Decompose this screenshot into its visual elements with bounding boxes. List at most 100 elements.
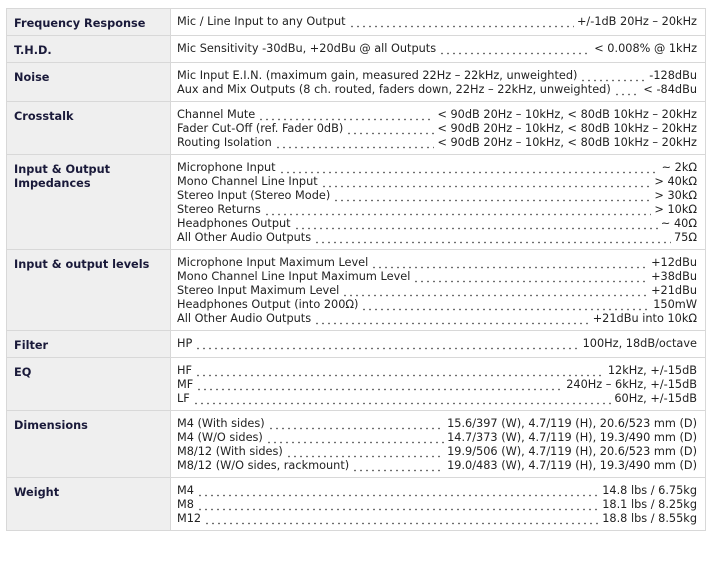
leader [192,392,612,406]
spec-value: 19.9/506 (W), 4.7/119 (H), 20.6/523 mm (… [447,445,697,458]
spec-line: Headphones Output (into 200Ω) 150mW [177,298,697,312]
spec-name: Headphones Output (into 200Ω) [177,298,359,311]
spec-values: M4 (With sides) 15.6/397 (W), 4.7/119 (H)… [170,410,706,478]
spec-value: ~ 40Ω [660,217,697,230]
spec-label: Frequency Response [6,8,171,36]
spec-name: LF [177,392,190,405]
spec-name: M8 [177,498,194,511]
spec-value: 150mW [653,298,697,311]
spec-name: Mono Channel Line Input [177,175,318,188]
spec-line: M8/12 (W/O sides, rackmount) 19.0/483 (W)… [177,459,697,473]
spec-value: 75Ω [673,231,697,244]
spec-line: All Other Audio Outputs 75Ω [177,231,697,245]
spec-value: > 10kΩ [654,203,697,216]
spec-name: M4 (W/O sides) [177,431,263,444]
spec-name: Aux and Mix Outputs (8 ch. routed, fader… [177,83,611,96]
spec-label: EQ [6,357,171,411]
spec-line: M8 18.1 lbs / 8.25kg [177,498,697,512]
spec-row: Filter HP 100Hz, 18dB/octave [6,330,706,358]
spec-value: 100Hz, 18dB/octave [582,337,697,350]
leader [580,69,647,83]
spec-line: All Other Audio Outputs +21dBu into 10kΩ [177,312,697,326]
spec-value: < 90dB 20Hz – 10kHz, < 80dB 10kHz – 20kH… [437,122,697,135]
spec-body: Frequency Response Mic / Line Input to an… [6,8,706,531]
spec-row: Input & output levels Microphone Input Ma… [6,249,706,331]
spec-line: M4 (W/O sides) 14.7/373 (W), 4.7/119 (H),… [177,431,697,445]
spec-name: Stereo Input Maximum Level [177,284,340,297]
spec-line: Stereo Returns > 10kΩ [177,203,697,217]
leader [413,270,649,284]
leader [204,512,600,526]
leader [348,15,574,29]
spec-row: EQ HF 12kHz, +/-15dB MF 240Hz – 6kHz, +/-15d… [6,357,706,411]
spec-line: Fader Cut-Off (ref. Fader 0dB) < 90dB 20H… [177,122,697,136]
leader [346,122,435,136]
spec-value: > 40kΩ [654,175,697,188]
spec-name: Stereo Input (Stereo Mode) [177,189,331,202]
spec-value: 12kHz, +/-15dB [607,364,697,377]
leader [196,378,564,392]
spec-label: Weight [6,477,171,531]
spec-value: +21dBu [651,284,697,297]
leader [278,161,659,175]
spec-line: Stereo Input Maximum Level +21dBu [177,284,697,298]
leader [196,498,600,512]
spec-name: Mono Channel Line Input Maximum Level [177,270,411,283]
spec-line: M4 (With sides) 15.6/397 (W), 4.7/119 (H)… [177,417,697,431]
spec-values: Microphone Input ~ 2kΩ Mono Channel Line I… [170,154,706,250]
spec-name: M4 [177,484,194,497]
spec-name: HP [177,337,193,350]
leader [361,298,651,312]
spec-values: Mic / Line Input to any Output +/-1dB 20H… [170,8,706,36]
spec-line: Headphones Output ~ 40Ω [177,217,697,231]
spec-line: Aux and Mix Outputs (8 ch. routed, fader… [177,83,697,97]
spec-value: 60Hz, +/-15dB [614,392,697,405]
spec-values: M4 14.8 lbs / 6.75kg M8 18.1 lbs / 8.25kg M1… [170,477,706,531]
spec-value: 14.8 lbs / 6.75kg [602,484,697,497]
spec-name: M4 (With sides) [177,417,265,430]
leader [293,217,658,231]
spec-value: < 90dB 20Hz – 10kHz, < 80dB 10kHz – 20kH… [437,108,697,121]
leader [274,136,435,150]
leader [195,364,605,378]
spec-value: +21dBu into 10kΩ [592,312,697,325]
leader [263,203,652,217]
spec-label: Noise [6,62,171,102]
spec-line: Routing Isolation < 90dB 20Hz – 10kHz, < … [177,136,697,150]
spec-line: Mono Channel Line Input Maximum Level +38… [177,270,697,284]
spec-name: All Other Audio Outputs [177,312,312,325]
spec-value: +38dBu [651,270,697,283]
leader [342,284,649,298]
spec-name: M8/12 (With sides) [177,445,283,458]
spec-line: Channel Mute < 90dB 20Hz – 10kHz, < 80dB … [177,108,697,122]
leader [265,431,445,445]
spec-value: -128dBu [649,69,697,82]
spec-line: HP 100Hz, 18dB/octave [177,337,697,351]
spec-values: HP 100Hz, 18dB/octave [170,330,706,358]
spec-name: Routing Isolation [177,136,272,149]
spec-row: T.H.D. Mic Sensitivity -30dBu, +20dBu @ a… [6,35,706,63]
spec-name: Mic / Line Input to any Output [177,15,346,28]
spec-row: Crosstalk Channel Mute < 90dB 20Hz – 10kHz… [6,101,706,155]
spec-row: Input & Output Impedances Microphone Inpu… [6,154,706,250]
spec-name: HF [177,364,192,377]
spec-name: Mic Sensitivity -30dBu, +20dBu @ all Out… [177,42,437,55]
spec-values: Microphone Input Maximum Level +12dBu Mono… [170,249,706,331]
spec-label: Dimensions [6,410,171,478]
spec-name: Microphone Input Maximum Level [177,256,369,269]
spec-row: Frequency Response Mic / Line Input to an… [6,8,706,36]
spec-name: Stereo Returns [177,203,261,216]
spec-line: Mic / Line Input to any Output +/-1dB 20H… [177,15,697,29]
spec-value: 19.0/483 (W), 4.7/119 (H), 19.3/490 mm (… [447,459,697,472]
spec-value: 14.7/373 (W), 4.7/119 (H), 19.3/490 mm (… [447,431,697,444]
leader [439,42,592,56]
spec-label: Input & output levels [6,249,171,331]
spec-line: HF 12kHz, +/-15dB [177,364,697,378]
leader [258,108,435,122]
leader [320,175,652,189]
spec-values: Channel Mute < 90dB 20Hz – 10kHz, < 80dB … [170,101,706,155]
spec-line: Stereo Input (Stereo Mode) > 30kΩ [177,189,697,203]
leader [314,231,671,245]
spec-value: 18.1 lbs / 8.25kg [602,498,697,511]
